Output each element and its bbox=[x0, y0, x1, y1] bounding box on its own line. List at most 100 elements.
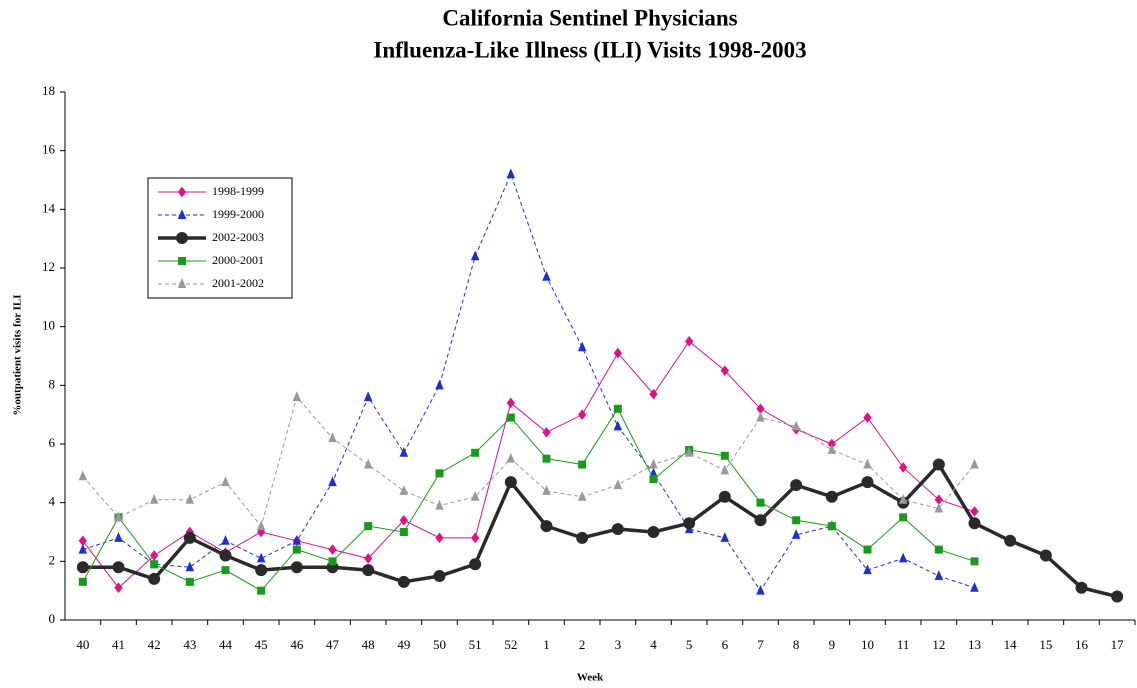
data-point bbox=[255, 564, 268, 577]
chart-title: California Sentinel Physicians bbox=[442, 5, 737, 30]
data-point bbox=[114, 511, 123, 522]
x-tick-label: 42 bbox=[148, 637, 161, 652]
data-point bbox=[649, 458, 658, 469]
data-point bbox=[221, 476, 230, 487]
data-point bbox=[290, 561, 303, 574]
data-point bbox=[899, 513, 908, 522]
data-point bbox=[328, 476, 337, 487]
data-point bbox=[506, 452, 516, 463]
data-point bbox=[78, 577, 87, 586]
data-point bbox=[114, 582, 123, 594]
data-point bbox=[364, 553, 373, 564]
y-tick-label: 0 bbox=[49, 611, 56, 626]
data-point bbox=[647, 526, 660, 538]
x-tick-label: 3 bbox=[615, 637, 622, 652]
x-tick-label: 13 bbox=[968, 637, 981, 652]
data-point bbox=[576, 531, 589, 544]
data-point bbox=[542, 426, 551, 438]
data-point bbox=[863, 412, 872, 423]
x-tick-label: 51 bbox=[469, 637, 482, 652]
data-point bbox=[863, 458, 872, 469]
data-point bbox=[76, 561, 89, 574]
x-tick-label: 4 bbox=[650, 637, 657, 652]
x-tick-label: 11 bbox=[897, 637, 910, 652]
data-point bbox=[542, 485, 551, 495]
data-point bbox=[577, 341, 587, 352]
y-axis-label: %outpatient visits for ILI bbox=[12, 294, 24, 415]
legend-label: 2000-2001 bbox=[212, 253, 264, 267]
data-point bbox=[148, 572, 161, 585]
data-point bbox=[899, 462, 908, 473]
x-tick-label: 7 bbox=[757, 637, 764, 652]
data-point bbox=[578, 460, 587, 469]
x-tick-label: 48 bbox=[362, 637, 375, 652]
legend-marker bbox=[178, 257, 186, 265]
x-tick-label: 52 bbox=[504, 637, 517, 652]
data-point bbox=[470, 250, 480, 261]
data-point bbox=[542, 454, 551, 463]
x-tick-label: 17 bbox=[1111, 637, 1125, 652]
data-point bbox=[257, 586, 266, 595]
data-point bbox=[542, 271, 551, 281]
legend-label: 2001-2002 bbox=[212, 276, 264, 290]
y-tick-label: 16 bbox=[42, 142, 56, 157]
data-point bbox=[397, 575, 410, 588]
data-point bbox=[720, 365, 729, 376]
x-tick-label: 10 bbox=[861, 637, 874, 652]
data-point bbox=[471, 448, 480, 457]
data-point bbox=[328, 557, 337, 566]
x-tick-label: 41 bbox=[112, 637, 125, 652]
x-tick-label: 1 bbox=[543, 637, 550, 652]
data-point bbox=[328, 432, 337, 443]
y-tick-label: 10 bbox=[42, 318, 55, 333]
data-point bbox=[435, 469, 444, 478]
data-point bbox=[399, 485, 409, 495]
data-point bbox=[791, 529, 801, 539]
data-point bbox=[863, 564, 872, 575]
data-point bbox=[578, 409, 587, 420]
data-point bbox=[685, 336, 694, 347]
data-point bbox=[292, 391, 302, 402]
x-tick-label: 12 bbox=[932, 637, 945, 652]
series-line bbox=[82, 461, 1118, 599]
data-point bbox=[791, 420, 801, 431]
data-point bbox=[827, 522, 836, 531]
data-point bbox=[898, 552, 908, 563]
data-point bbox=[149, 493, 159, 504]
x-tick-label: 40 bbox=[76, 637, 89, 652]
legend-label: 1998-1999 bbox=[212, 184, 264, 198]
data-point bbox=[112, 561, 125, 574]
data-point bbox=[720, 464, 730, 475]
x-tick-label: 15 bbox=[1039, 637, 1052, 652]
y-tick-label: 2 bbox=[49, 552, 56, 567]
data-point bbox=[292, 545, 301, 554]
data-point bbox=[221, 535, 230, 545]
x-tick-label: 8 bbox=[793, 637, 800, 652]
data-point bbox=[328, 544, 337, 555]
data-point bbox=[185, 493, 195, 504]
y-tick-label: 18 bbox=[42, 83, 55, 98]
legend-marker bbox=[177, 278, 187, 288]
data-point bbox=[185, 561, 195, 572]
data-point bbox=[827, 444, 837, 454]
y-tick-label: 6 bbox=[49, 435, 56, 450]
chart-subtitle: Influenza-Like Illness (ILI) Visits 1998… bbox=[373, 37, 806, 62]
data-point bbox=[506, 397, 515, 409]
x-tick-label: 47 bbox=[326, 637, 340, 652]
data-point bbox=[292, 535, 302, 545]
data-point bbox=[399, 447, 409, 457]
data-point bbox=[863, 545, 872, 554]
x-tick-label: 50 bbox=[433, 637, 446, 652]
data-point bbox=[898, 493, 908, 504]
x-tick-label: 5 bbox=[686, 637, 693, 652]
legend-label: 2002-2003 bbox=[212, 230, 264, 244]
x-tick-label: 43 bbox=[183, 637, 196, 652]
x-axis-label: Week bbox=[577, 672, 604, 684]
data-point bbox=[362, 564, 375, 577]
data-point bbox=[433, 570, 446, 582]
x-tick-label: 44 bbox=[219, 637, 233, 652]
data-point bbox=[754, 514, 767, 527]
x-tick-label: 6 bbox=[722, 637, 729, 652]
data-point bbox=[399, 514, 408, 526]
